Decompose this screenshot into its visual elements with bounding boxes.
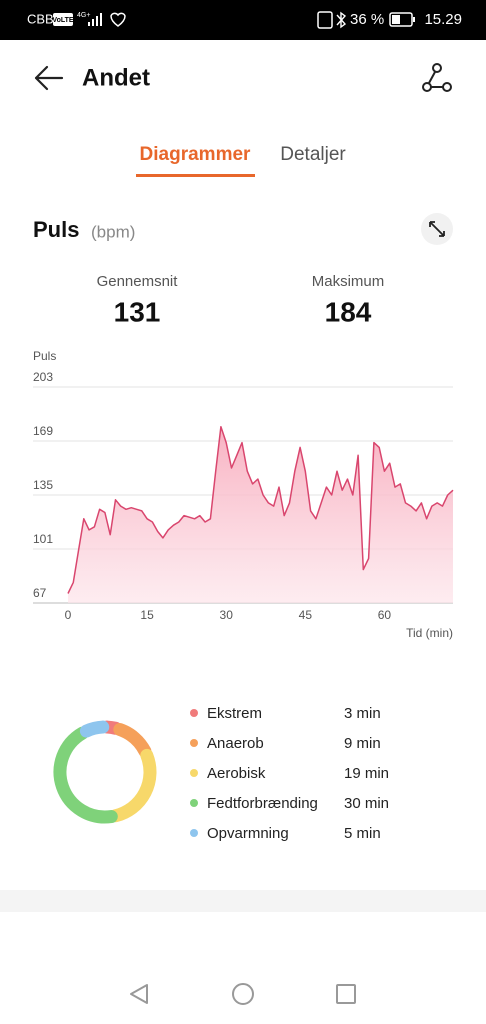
network: 4G+ — [77, 12, 90, 19]
legend-value: 30 min — [344, 795, 389, 812]
legend-value: 3 min — [344, 705, 381, 722]
route-button[interactable] — [422, 63, 452, 92]
stat-label: Maksimum — [312, 273, 385, 290]
stat-value: 184 — [325, 296, 372, 327]
volte-badge — [53, 13, 73, 26]
battery-level — [392, 15, 400, 24]
battery-tip — [413, 17, 415, 22]
legend-value: 5 min — [344, 825, 381, 842]
nav-recents[interactable] — [336, 984, 356, 1004]
battery-percent: 36 % — [350, 11, 384, 28]
carrier: CBB — [27, 11, 54, 26]
volte: VoLTE — [52, 17, 73, 24]
health-icon — [110, 12, 126, 27]
y-tick-label: 101 — [33, 532, 53, 546]
donut-segment — [113, 723, 152, 758]
legend-dot — [190, 799, 198, 807]
x-tick-label: 15 — [140, 608, 154, 622]
legend-name: Anaerob — [207, 735, 264, 752]
donut-segment — [53, 726, 118, 824]
nav-back[interactable] — [130, 984, 148, 1004]
x-axis-label: Tid (min) — [406, 626, 453, 640]
legend-dot — [190, 739, 198, 747]
legend-dot — [190, 829, 198, 837]
y-tick-label: 135 — [33, 478, 53, 492]
x-tick-label: 0 — [65, 608, 72, 622]
donut-segment — [109, 748, 157, 823]
legend-dot — [190, 709, 198, 717]
legend-name: Opvarmning — [207, 825, 289, 842]
tab[interactable]: Detaljer — [280, 144, 346, 165]
legend-value: 9 min — [344, 735, 381, 752]
tab-underline — [136, 174, 255, 177]
legend-value: 19 min — [344, 765, 389, 782]
status-bar — [0, 0, 486, 40]
separator — [0, 890, 486, 912]
nav-home[interactable] — [232, 983, 254, 1005]
x-tick-label: 60 — [378, 608, 392, 622]
donut-segment — [79, 720, 110, 738]
legend-name: Fedtforbrænding — [207, 795, 318, 812]
y-tick-label: 169 — [33, 424, 53, 438]
nfc-icon — [317, 11, 333, 29]
expand-icon — [429, 221, 445, 237]
y-axis-label: Puls — [33, 349, 56, 363]
legend-name: Aerobisk — [207, 765, 266, 782]
section-title: Puls — [33, 217, 79, 242]
area-fill — [68, 426, 453, 603]
tab-active[interactable]: Diagrammer — [140, 144, 251, 165]
bluetooth-icon — [336, 11, 347, 29]
page-title: Andet — [82, 64, 150, 91]
heart-rate-line — [67, 425, 454, 594]
section-unit: (bpm) — [91, 222, 135, 241]
legend-name: Ekstrem — [207, 705, 262, 722]
signal-icon — [88, 13, 102, 26]
stat-value: 131 — [114, 296, 161, 327]
y-tick-label: 67 — [33, 586, 47, 600]
battery-icon — [389, 12, 413, 27]
x-tick-label: 30 — [220, 608, 234, 622]
x-tick-label: 45 — [299, 608, 313, 622]
legend-dot — [190, 769, 198, 777]
back-button[interactable] — [34, 65, 64, 91]
stat-label: Gennemsnit — [97, 273, 179, 290]
y-tick-label: 203 — [33, 370, 53, 384]
clock: 15.29 — [424, 11, 462, 28]
